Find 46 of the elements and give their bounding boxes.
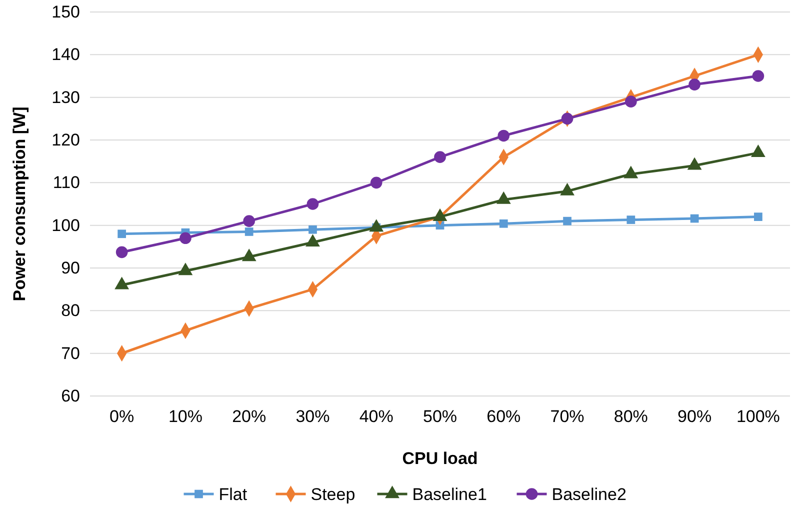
y-axis-title: Power consumption [W] bbox=[10, 106, 29, 302]
point bbox=[563, 216, 572, 226]
x-tick-label: 10% bbox=[168, 407, 202, 426]
point bbox=[499, 219, 508, 228]
point bbox=[561, 112, 574, 125]
point bbox=[434, 151, 446, 163]
point bbox=[118, 230, 126, 238]
x-axis-title: CPU load bbox=[402, 449, 478, 468]
point bbox=[306, 198, 319, 210]
x-tick-label: 30% bbox=[296, 407, 330, 426]
x-tick-label: 80% bbox=[614, 407, 648, 426]
y-tick-label: 70 bbox=[61, 344, 80, 363]
point bbox=[752, 70, 764, 82]
y-tick-label: 110 bbox=[52, 173, 80, 192]
x-tick-label: 90% bbox=[678, 407, 712, 426]
point bbox=[243, 215, 256, 227]
legend-label: Steep bbox=[310, 485, 356, 504]
point bbox=[754, 212, 762, 221]
x-tick-label: 60% bbox=[486, 407, 521, 426]
x-tick-label: 100% bbox=[736, 407, 780, 426]
y-tick-label: 120 bbox=[52, 130, 80, 150]
point bbox=[244, 228, 254, 236]
point bbox=[688, 78, 700, 90]
point bbox=[370, 176, 382, 189]
point bbox=[180, 232, 192, 244]
y-tick-label: 140 bbox=[52, 45, 80, 64]
point bbox=[626, 216, 636, 224]
point bbox=[498, 130, 510, 142]
point bbox=[116, 246, 128, 258]
y-tick-label: 130 bbox=[52, 88, 80, 107]
x-tick-label: 50% bbox=[422, 407, 458, 426]
point bbox=[308, 225, 317, 234]
y-tick-label: 100 bbox=[52, 216, 80, 235]
point bbox=[624, 96, 637, 108]
point bbox=[690, 214, 699, 223]
y-tick-label: 80 bbox=[61, 301, 80, 320]
legend-label: Baseline1 bbox=[412, 485, 487, 504]
legend-label: Baseline2 bbox=[552, 485, 626, 504]
y-tick-label: 60 bbox=[61, 386, 80, 406]
x-tick-label: 20% bbox=[232, 407, 266, 426]
y-tick-label: 150 bbox=[52, 2, 80, 22]
legend-label: Flat bbox=[218, 485, 248, 504]
x-tick-label: 0% bbox=[110, 407, 134, 426]
x-tick-label: 70% bbox=[550, 407, 584, 426]
x-tick-label: 40% bbox=[359, 407, 394, 426]
y-tick-label: 90 bbox=[61, 258, 80, 278]
